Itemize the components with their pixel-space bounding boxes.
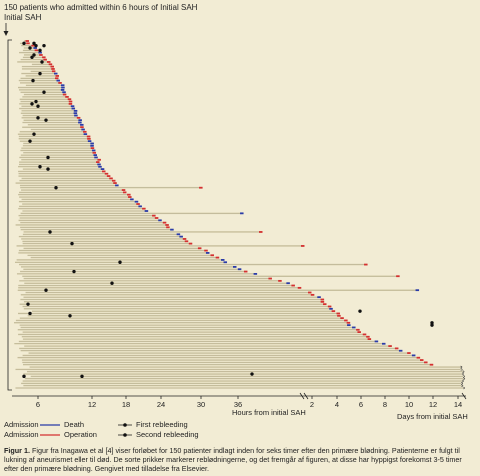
rebleeding-dot [48,230,52,234]
legend-operation: Operation [64,430,97,439]
rebleeding-dot [430,321,434,325]
caption-text: Figur fra Inagawa et al [4] viser forløb… [4,446,462,473]
bracket-mark [460,368,463,371]
rebleeding-dot [32,132,36,136]
rebleeding-dot [34,99,38,104]
rebleeding-dot [28,311,32,316]
chart-header-line1: 150 patients who admitted within 6 hours… [4,3,198,12]
hours-tick-label-36: 36 [234,400,242,409]
axis-break [299,392,309,400]
rebleeding-dot [44,118,48,122]
bracket-mark [463,375,465,378]
caption-label: Figur 1. [4,446,30,455]
rebleeding-dot [22,374,26,379]
chart-header-line2: Initial SAH [4,13,42,22]
rebleeding-dot [44,288,48,292]
bracket-mark [463,377,466,380]
rebleeding-dot [40,60,44,64]
rebleeding-dot [80,374,84,379]
days-tick-label-8: 8 [383,400,387,409]
rebleeding-dot [72,269,76,274]
legend-second-rebleed-dot [123,433,127,437]
days-tick-label-14: 14 [454,400,462,409]
legend-second-rebleeding: Second rebleeding [136,430,199,439]
rebleeding-dots [22,41,434,379]
legend-admission-1: Admission [4,420,39,429]
bracket-mark [461,379,464,383]
initial-sah-arrow [3,23,9,36]
hours-tick-label-12: 12 [88,400,96,409]
bracket-mark [461,384,464,387]
rebleeding-dot [38,71,42,76]
rebleeding-dot [38,48,42,53]
legend-death: Death [64,420,84,429]
rebleeding-dot [28,46,32,50]
patient-row [30,375,465,378]
hours-tick-label-24: 24 [157,400,165,409]
rebleeding-dot [358,309,362,313]
patient-row [23,384,464,387]
rebleeding-dot [68,314,72,318]
rebleeding-dot [430,323,434,327]
hours-tick-label-30: 30 [197,400,205,409]
rebleeding-dot [110,281,114,285]
rebleeding-dot [46,155,50,160]
rebleeding-dot [28,139,32,143]
patient-bars [14,40,466,390]
rebleeding-dot [36,104,40,108]
rebleeding-dot [32,41,36,46]
patient-row [24,377,466,380]
bracket-mark [462,370,465,373]
figure-caption: Figur 1. Figur fra Inagawa et al [4] vis… [4,446,476,473]
patient-row [23,372,464,376]
x-axis-label-days: Days from initial SAH [397,412,468,421]
legend-first-rebleeding: First rebleeding [136,420,188,429]
patient-row [15,368,463,371]
rebleeding-dot [42,43,46,48]
legend: Admission Death Admission Operation Firs… [4,420,199,439]
rebleeding-dot [30,55,34,60]
rebleeding-dot [42,90,46,94]
rebleeding-dot [70,241,74,246]
rebleeding-dot [22,41,26,46]
legend-first-rebleed-dot [123,423,127,427]
rebleeding-dot [30,102,34,106]
patient-row [15,386,466,390]
rebleeding-dot [118,260,122,264]
patient-row [22,379,464,383]
days-tick-label-4: 4 [335,400,339,409]
bracket-mark [461,382,464,385]
axis-break-end [461,392,467,400]
patient-row [27,370,465,373]
x-axis-label-hours: Hours from initial SAH [232,408,306,417]
rebleeding-dot [32,53,36,57]
rebleeding-dot [26,302,30,306]
bracket-mark [460,365,463,369]
rebleeding-dot [36,116,40,120]
legend-admission-2: Admission [4,430,39,439]
cohort-bracket [7,39,12,391]
days-tick-label-6: 6 [359,400,363,409]
days-tick-label-10: 10 [405,400,413,409]
rebleeding-dot [31,78,35,83]
bracket-mark [463,386,466,390]
rebleeding-dot [250,372,254,376]
rebleeding-dot [38,165,42,169]
rebleeding-dot [46,167,50,171]
days-tick-label-12: 12 [429,400,437,409]
hours-tick-label-18: 18 [122,400,130,409]
hours-tick-label-6: 6 [36,400,40,409]
patient-row [21,382,464,385]
x-axis-ticks: 6 12 18 24 30 36 2 4 6 8 10 12 14 [36,392,467,409]
bracket-mark [461,372,464,376]
days-tick-label-2: 2 [310,400,314,409]
rebleeding-dot [34,43,38,48]
rebleeding-dot [54,186,58,190]
patient-row [29,365,463,369]
patient-timeline-chart: 150 patients who admitted within 6 hours… [3,3,468,439]
